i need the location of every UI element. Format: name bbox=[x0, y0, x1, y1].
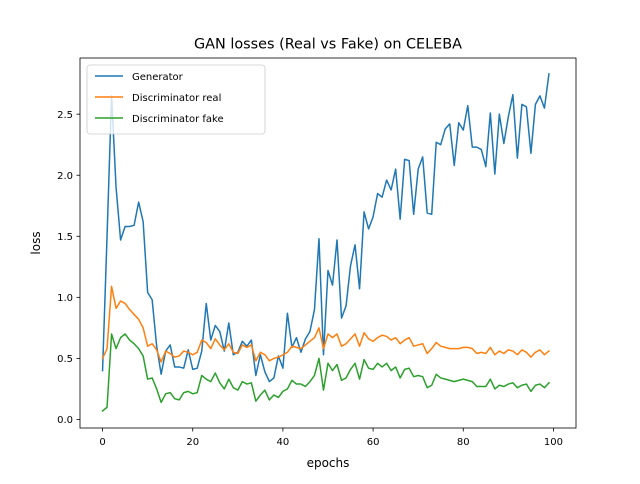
axes-frame bbox=[79, 57, 577, 429]
y-tick-label: 0.0 bbox=[57, 415, 73, 426]
x-tick-label: 60 bbox=[367, 437, 380, 448]
chart-title: GAN losses (Real vs Fake) on CELEBA bbox=[194, 37, 462, 53]
x-tick-label: 80 bbox=[457, 437, 470, 448]
x-tick-label: 100 bbox=[544, 437, 563, 448]
y-axis: 0.0 0.5 1.0 1.5 2.0 2.5 bbox=[57, 110, 80, 426]
series-line-discriminator-fake bbox=[101, 333, 551, 412]
y-tick-label: 1.0 bbox=[57, 293, 73, 304]
legend-box bbox=[86, 64, 266, 135]
series-line-generator bbox=[101, 73, 550, 383]
x-tick-label: 40 bbox=[277, 437, 290, 448]
y-tick-label: 1.5 bbox=[57, 232, 73, 243]
x-tick-label: 20 bbox=[186, 437, 199, 448]
y-axis-label: loss bbox=[29, 231, 43, 254]
legend-label: Discriminator real bbox=[132, 93, 221, 104]
x-tick-label: 0 bbox=[99, 437, 105, 448]
legend: Generator Discriminator real Discriminator… bbox=[86, 64, 266, 135]
x-axis: 0 20 40 60 80 100 bbox=[99, 428, 563, 448]
series-lines bbox=[101, 73, 551, 412]
legend-label: Generator bbox=[132, 72, 184, 83]
series-line-discriminator-real bbox=[101, 285, 551, 363]
y-tick-label: 2.0 bbox=[57, 171, 73, 182]
y-tick-label: 2.5 bbox=[57, 110, 73, 121]
plot-area bbox=[79, 57, 577, 429]
y-tick-label: 0.5 bbox=[57, 354, 73, 365]
legend-label: Discriminator fake bbox=[132, 114, 224, 125]
x-axis-label: epochs bbox=[307, 456, 350, 470]
